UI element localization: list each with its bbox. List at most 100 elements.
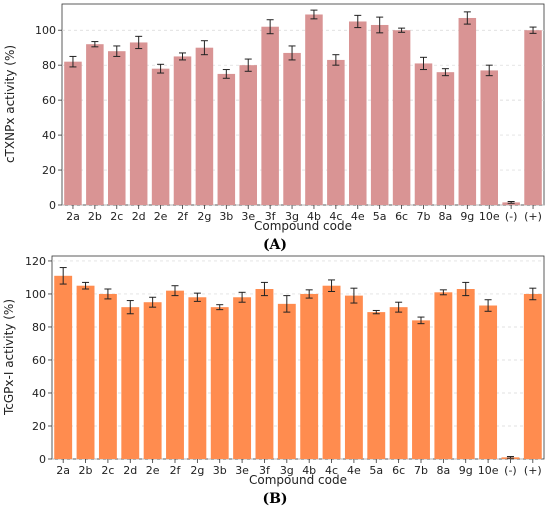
panel-label: (B) — [262, 491, 287, 507]
x-tick-label: 2f — [170, 464, 182, 477]
bar — [436, 72, 455, 205]
bar — [54, 275, 73, 459]
x-tick-label: 3e — [235, 464, 249, 477]
bar — [261, 26, 279, 205]
y-tick-label: 100 — [25, 288, 46, 301]
x-tick-label: 2b — [88, 210, 102, 223]
bar — [523, 293, 542, 459]
x-tick-label: 2c — [110, 210, 123, 223]
bar — [151, 68, 170, 206]
y-axis-label: TcGPx-I activity (%) — [2, 299, 16, 416]
x-tick-label: 4b — [307, 210, 321, 223]
x-tick-label: 9g — [460, 210, 474, 223]
bar — [389, 307, 408, 459]
bar — [480, 70, 498, 205]
x-tick-label: (+) — [524, 464, 542, 477]
bar — [255, 289, 274, 459]
x-tick-label: 3f — [259, 464, 271, 477]
x-tick-label: 2c — [101, 464, 114, 477]
bar — [434, 292, 453, 459]
x-tick-label: 2g — [197, 210, 211, 223]
bar — [108, 51, 126, 206]
x-tick-label: 2d — [123, 464, 137, 477]
bar — [305, 14, 323, 206]
bar — [458, 17, 477, 206]
x-tick-label: 10e — [479, 210, 500, 223]
x-tick-label: 2a — [56, 464, 70, 477]
bar — [479, 305, 498, 459]
bar — [210, 307, 229, 459]
panel-label: (A) — [263, 237, 287, 253]
x-tick-label: 4e — [351, 210, 365, 223]
bar — [414, 63, 433, 205]
x-tick-label: 3g — [285, 210, 299, 223]
y-axis-label: cTXNPx activity (%) — [3, 45, 17, 163]
bar — [412, 320, 430, 459]
bar — [344, 295, 363, 459]
x-tick-label: 8a — [436, 464, 450, 477]
x-tick-label: 8a — [439, 210, 453, 223]
x-tick-label: 2e — [154, 210, 168, 223]
y-tick-label: 60 — [42, 94, 56, 107]
bar — [64, 61, 82, 206]
x-tick-label: 2d — [132, 210, 146, 223]
x-tick-label: (-) — [504, 464, 517, 477]
x-tick-label: 3b — [213, 464, 227, 477]
y-tick-label: 60 — [32, 354, 46, 367]
bar — [277, 303, 296, 459]
x-tick-label: 4c — [329, 210, 342, 223]
y-tick-label: 0 — [39, 453, 46, 466]
bar — [239, 65, 257, 205]
bar — [195, 47, 214, 206]
x-tick-label: 7b — [414, 464, 428, 477]
y-tick-label: 40 — [32, 387, 46, 400]
bar — [392, 30, 411, 205]
y-tick-label: 120 — [25, 255, 46, 268]
bar — [166, 290, 184, 459]
bar — [121, 307, 140, 459]
bar — [76, 285, 95, 459]
y-tick-label: 80 — [42, 59, 56, 72]
bar — [86, 44, 104, 206]
bar — [524, 30, 542, 205]
x-tick-label: 2b — [79, 464, 93, 477]
bar — [188, 297, 207, 459]
x-tick-label: 9g — [459, 464, 473, 477]
x-tick-label: 6c — [392, 464, 405, 477]
x-tick-label: (-) — [505, 210, 518, 223]
x-axis-label: Compound code — [249, 473, 347, 487]
x-tick-label: 2g — [190, 464, 204, 477]
y-tick-label: 0 — [49, 199, 56, 212]
x-axis-label: Compound code — [254, 219, 352, 233]
bar — [233, 297, 252, 459]
bar — [217, 73, 236, 205]
bar — [367, 312, 386, 459]
bar — [173, 56, 192, 205]
y-tick-label: 40 — [42, 129, 56, 142]
x-tick-label: 5a — [369, 464, 383, 477]
x-tick-label: 4e — [347, 464, 361, 477]
x-tick-label: 2f — [177, 210, 189, 223]
bar — [322, 285, 341, 459]
bar — [283, 52, 301, 205]
bar — [349, 21, 367, 206]
x-tick-label: 3g — [280, 464, 294, 477]
x-tick-label: 3b — [219, 210, 233, 223]
y-tick-label: 20 — [32, 420, 46, 433]
x-tick-label: 3f — [265, 210, 277, 223]
bar — [370, 24, 389, 206]
x-tick-label: 2e — [146, 464, 160, 477]
panel-a-chart: 0 20 40 60 80 100 2a 2b 2c 2d 2e 2f 2g 3b 3e 3f 3g 4b 4c 4… — [3, 3, 545, 253]
bar — [327, 59, 345, 205]
x-tick-label: 5a — [373, 210, 387, 223]
x-tick-label: (+) — [524, 210, 542, 223]
x-tick-label: 4b — [302, 464, 316, 477]
y-tick-label: 80 — [32, 321, 46, 334]
bar — [143, 302, 162, 459]
bar — [129, 42, 148, 205]
x-tick-label: 2a — [66, 210, 80, 223]
x-tick-label: 4c — [325, 464, 338, 477]
x-tick-label: 3e — [241, 210, 255, 223]
y-tick-label: 20 — [42, 164, 56, 177]
